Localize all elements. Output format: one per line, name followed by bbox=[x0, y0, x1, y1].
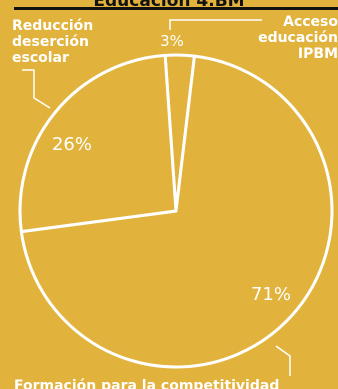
slice-label-2-line-1: deserción bbox=[12, 34, 89, 50]
slice-value-1: 71% bbox=[251, 284, 291, 305]
slice-label-0-line-0: Acceso bbox=[283, 14, 338, 30]
chart-title: Educación 4.BM bbox=[93, 0, 245, 11]
slice-label-2-line-2: escolar bbox=[12, 50, 69, 66]
leader-line-2 bbox=[275, 345, 291, 376]
slice-value-2: 26% bbox=[52, 134, 92, 155]
title-rule bbox=[14, 7, 338, 10]
slice-value-0: 3% bbox=[160, 32, 184, 50]
slice-label-2-line-0: Reducción bbox=[12, 18, 93, 34]
leader-line-1 bbox=[22, 69, 51, 109]
leader-line-0 bbox=[169, 19, 262, 30]
slice-label-0-line-2: IPBM bbox=[298, 46, 338, 62]
slice-label-formacion: Formación para la competitividad bbox=[14, 378, 280, 389]
slice-label-0-line-1: educación bbox=[258, 30, 338, 46]
pie-slice-2 bbox=[18, 53, 178, 234]
